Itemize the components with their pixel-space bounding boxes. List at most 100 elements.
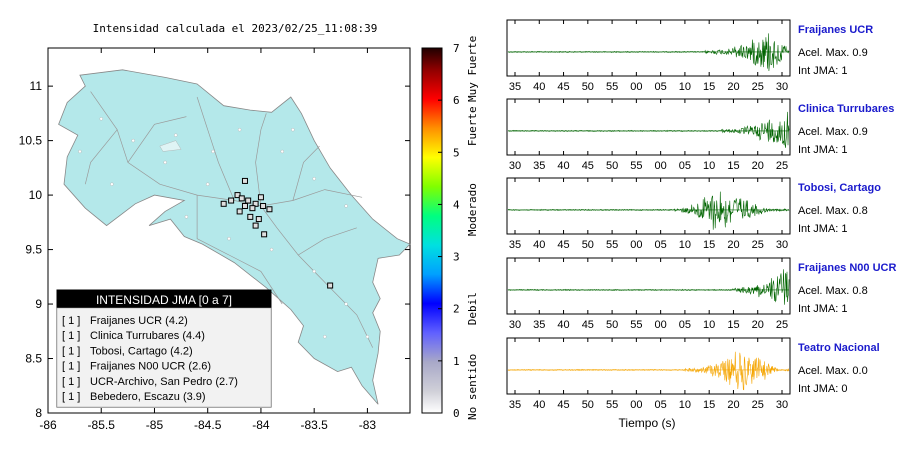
lat-tick-label: 9: [35, 297, 42, 311]
road-line: [127, 116, 187, 163]
seismogram-trace: [507, 33, 790, 72]
int-jma-label: Int JMA: 0: [798, 383, 848, 395]
seismogram-trace: [507, 351, 790, 391]
accel-max-label: Acel. Max. 0.8: [798, 285, 868, 297]
seismogram-tick-label: 35: [509, 81, 521, 93]
legend-item-label: Fraijanes N00 UCR (2.6): [90, 361, 211, 373]
seismogram-tick-label: 25: [752, 399, 764, 411]
seismogram-tick-label: 30: [509, 319, 521, 331]
costa-rica-landmass: [58, 69, 411, 405]
seismogram-tick-label: 25: [752, 239, 764, 251]
colorbar-tick-label: 7: [453, 42, 460, 55]
town-dot: [110, 182, 114, 186]
seismogram-tick-label: 40: [533, 81, 545, 93]
station-marker: [249, 205, 256, 212]
town-dot: [227, 236, 231, 241]
town-dot: [237, 128, 242, 132]
town-dot: [211, 149, 215, 154]
legend-item-level: [ 1 ]: [62, 391, 80, 403]
seismogram-tick-label: 40: [533, 399, 545, 411]
seismogram-tick-label: 10: [679, 399, 691, 411]
accel-max-label: Acel. Max. 0.0: [798, 365, 868, 377]
intensity-colorbar: 0 1 2 3 4 5 6 7 No sentido Debil Moderado Fuerte Mu…: [421, 36, 479, 420]
seismogram-tick-label: 30: [776, 399, 788, 411]
seismogram-trace: [508, 111, 790, 148]
seismogram-panel: 35 40 45 50 55 00 05 10 15 20 25 30 Fraijanes UCR Ace…: [506, 19, 873, 93]
road-line: [90, 91, 363, 207]
town-dot: [99, 117, 103, 121]
int-jma-label: Int JMA: 1: [798, 144, 848, 156]
seismogram-tick-label: 45: [557, 399, 569, 411]
station-marker: [252, 222, 259, 229]
station-marker: [266, 206, 273, 213]
legend-item-label: Tobosi, Cartago (4.2): [90, 345, 193, 357]
seismogram-tick-label: 55: [606, 239, 618, 251]
seismogram-tick-label: 05: [655, 81, 667, 93]
legend-item-label: Bebedero, Escazu (3.9): [90, 391, 206, 403]
seismogram-tick-label: 10: [703, 319, 715, 331]
seismogram-tick-label: 55: [630, 160, 642, 172]
legend-title: INTENSIDAD JMA [0 a 7]: [96, 293, 232, 307]
seismogram-tick-label: 30: [776, 239, 788, 251]
town-dot: [312, 177, 316, 181]
seismogram-tick-label: 20: [752, 160, 764, 172]
seismogram-trace: [507, 191, 790, 230]
station-name: Fraijanes N00 UCR: [798, 262, 896, 274]
town-dot: [312, 269, 316, 274]
seismogram-tick-label: 15: [727, 319, 739, 331]
town-dot: [269, 247, 274, 252]
seismogram-panel: 30 35 40 45 50 55 00 05 10 15 20 25 Fraijanes N00 UC…: [506, 257, 896, 331]
seismogram-tick-label: 10: [703, 160, 715, 172]
seismogram-tick-label: 00: [655, 160, 667, 172]
seismogram-tick-label: 40: [557, 160, 569, 172]
town-dot: [184, 215, 189, 219]
seismogram-tick-label: 15: [703, 399, 715, 411]
seismogram-tick-label: 50: [582, 399, 594, 411]
colorbar-tick-label: 1: [453, 355, 460, 368]
town-dot: [174, 133, 178, 137]
seismogram-tick-label: 35: [533, 160, 545, 172]
town-dot: [78, 149, 82, 154]
int-jma-label: Int JMA: 1: [798, 303, 848, 315]
seismogram-tick-label: 20: [752, 319, 764, 331]
station-marker: [327, 282, 334, 289]
seismogram-tick-label: 55: [606, 81, 618, 93]
seismogram-tick-label: 40: [557, 319, 569, 331]
colorbar-tick-label: 6: [453, 94, 460, 107]
map-title: Intensidad calculada el 2023/02/25_11:08…: [92, 22, 378, 35]
legend-item-level: [ 1 ]: [62, 361, 80, 373]
seismogram-tick-label: 20: [727, 399, 739, 411]
station-marker: [234, 192, 241, 199]
seismogram-tick-label: 35: [509, 399, 521, 411]
int-jma-label: Int JMA: 1: [798, 223, 848, 235]
legend-item-level: [ 1 ]: [62, 345, 80, 357]
seismogram-tick-label: 45: [557, 239, 569, 251]
colorbar-tick-label: 3: [453, 251, 460, 264]
station-name: Fraijanes UCR: [798, 24, 873, 36]
town-dot: [163, 160, 167, 165]
seismogram-tick-label: 00: [630, 239, 642, 251]
accel-max-label: Acel. Max. 0.9: [798, 47, 868, 59]
lon-tick-label: -86: [39, 418, 57, 432]
seismogram-tick-label: 05: [655, 239, 667, 251]
seismogram-tick-label: 55: [606, 399, 618, 411]
colorbar-tick-label: 2: [453, 303, 460, 316]
colorbar-category-label: No sentido: [466, 354, 479, 420]
seismogram-tick-label: 35: [533, 319, 545, 331]
seismogram-tick-label: 25: [776, 319, 788, 331]
station-marker: [247, 213, 254, 220]
lon-tick-label: -85.5: [88, 418, 116, 432]
town-dot: [323, 335, 327, 339]
seismogram-tick-label: 15: [703, 81, 715, 93]
lat-tick-label: 9.5: [25, 243, 42, 257]
seismogram-tick-label: 10: [679, 81, 691, 93]
lat-tick-label: 11: [30, 79, 43, 93]
lat-tick-label: 10.5: [19, 134, 43, 148]
station-marker: [228, 197, 235, 204]
seismogram-panels: 35 40 45 50 55 00 05 10 15 20 25 30 Fraijanes UCR Ace…: [506, 19, 896, 411]
station-marker: [260, 202, 267, 209]
seismogram-panel: 30 35 40 45 50 55 00 05 10 15 20 25 Clinica Turrubar…: [506, 98, 894, 172]
seismogram-tick-label: 15: [727, 160, 739, 172]
town-dot: [365, 335, 370, 339]
station-marker: [238, 195, 245, 202]
